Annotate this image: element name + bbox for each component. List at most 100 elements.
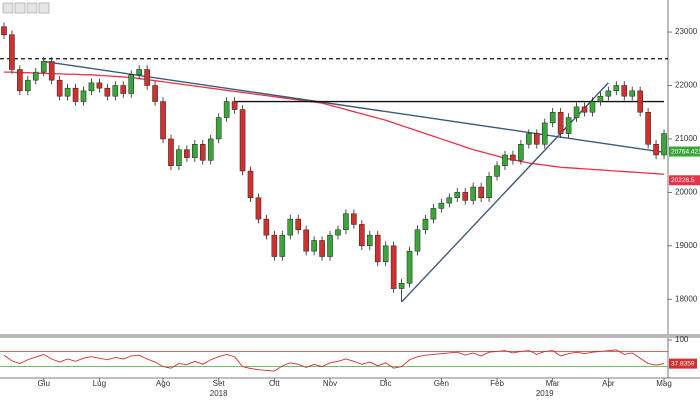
candle-body	[454, 192, 461, 198]
candle-body	[510, 154, 516, 161]
year-label: 2018	[210, 389, 228, 398]
candle-body	[152, 85, 158, 102]
candle-body	[319, 240, 325, 257]
candle-body	[160, 101, 166, 140]
y-tick-label: 22000	[675, 81, 698, 90]
candle-body	[374, 234, 381, 263]
candle-body	[120, 85, 127, 94]
candle-body	[32, 71, 39, 81]
candle-body	[406, 250, 413, 284]
y-tick-label: 23000	[675, 27, 698, 36]
candle-body	[629, 90, 636, 97]
y-tick-label: 100	[675, 335, 689, 344]
candle-body	[430, 208, 437, 220]
candle-body	[438, 202, 445, 209]
candle-body	[343, 213, 349, 231]
candle-body	[351, 213, 357, 225]
x-tick-label: Ott	[269, 379, 280, 388]
candle-body	[462, 192, 469, 201]
tool-button[interactable]	[14, 2, 26, 14]
candle-body	[621, 85, 628, 97]
candle-body	[64, 87, 71, 97]
candle-body	[518, 144, 524, 161]
indicator-line	[3, 349, 665, 372]
candle-body	[549, 111, 556, 124]
candle-body	[486, 176, 492, 198]
candle-body	[255, 197, 262, 220]
tool-button[interactable]	[2, 2, 14, 14]
candle-body	[239, 109, 246, 172]
candle-body	[112, 85, 119, 97]
candle-body	[581, 106, 588, 113]
tool-button[interactable]	[26, 2, 38, 14]
candle-body	[311, 240, 317, 252]
candle-body	[645, 111, 651, 145]
candle-body	[128, 74, 135, 94]
y-tick-label: 19000	[675, 241, 698, 250]
x-tick-label: Gen	[434, 379, 449, 388]
candle-body	[279, 234, 286, 257]
candle-body	[56, 79, 63, 97]
candle-body	[526, 133, 532, 145]
candle-body	[168, 138, 174, 166]
candle-body	[223, 101, 230, 118]
candle-body	[605, 90, 612, 97]
candle-body	[541, 122, 548, 145]
price-tag	[669, 146, 700, 157]
y-tick-label: 18000	[675, 294, 698, 303]
candle-body	[366, 234, 373, 247]
value-tag-label: 37.8359	[671, 360, 695, 367]
candle-body	[1, 26, 7, 35]
candle-body	[478, 186, 484, 198]
y-tick-label: 21000	[675, 134, 698, 143]
candle-body	[335, 229, 341, 236]
candle-body	[192, 144, 198, 158]
tool-button[interactable]	[38, 2, 50, 14]
candle-body	[533, 133, 540, 145]
x-tick-label: Lug	[93, 379, 106, 388]
candle-body	[502, 154, 508, 166]
value-tag	[669, 358, 697, 369]
candle-body	[80, 90, 87, 102]
panel-separator	[0, 334, 700, 338]
candle-body	[446, 197, 453, 204]
x-tick-label: Mar	[546, 379, 560, 388]
candle-body	[48, 61, 55, 81]
candle-body	[557, 111, 564, 134]
candle-body	[287, 218, 294, 236]
price-tag	[669, 175, 700, 186]
candle-body	[470, 186, 476, 201]
y-tick-label: 20000	[675, 187, 698, 196]
x-tick-label: Nov	[323, 379, 337, 388]
candle-body	[390, 245, 397, 289]
year-label: 2019	[536, 389, 554, 398]
x-tick-label: Mag	[656, 379, 672, 388]
candle-body	[263, 218, 270, 236]
x-tick-label: Feb	[490, 379, 504, 388]
candle-body	[359, 224, 365, 247]
candle-body	[9, 34, 15, 70]
candle-body	[144, 69, 150, 86]
candle-body	[589, 101, 596, 113]
candle-body	[231, 101, 238, 110]
candle-body	[382, 245, 389, 263]
candle-body	[422, 218, 429, 231]
candle-body	[88, 82, 95, 92]
candle-body	[327, 234, 333, 257]
price-tag-label: 20764.4219	[671, 148, 700, 155]
candle-body	[637, 90, 643, 113]
x-tick-label: Giu	[38, 379, 50, 388]
x-tick-label: Apr	[602, 379, 615, 388]
candle-body	[136, 69, 142, 76]
candle-body	[653, 144, 659, 156]
candle-body	[303, 229, 309, 252]
moving-average	[3, 71, 665, 175]
candle-body	[199, 144, 206, 161]
candle-body	[398, 282, 405, 289]
candle-body	[40, 61, 47, 73]
candle-body	[661, 133, 667, 156]
price-tag-label: 20226.5	[671, 177, 695, 184]
candle-body	[271, 234, 278, 257]
